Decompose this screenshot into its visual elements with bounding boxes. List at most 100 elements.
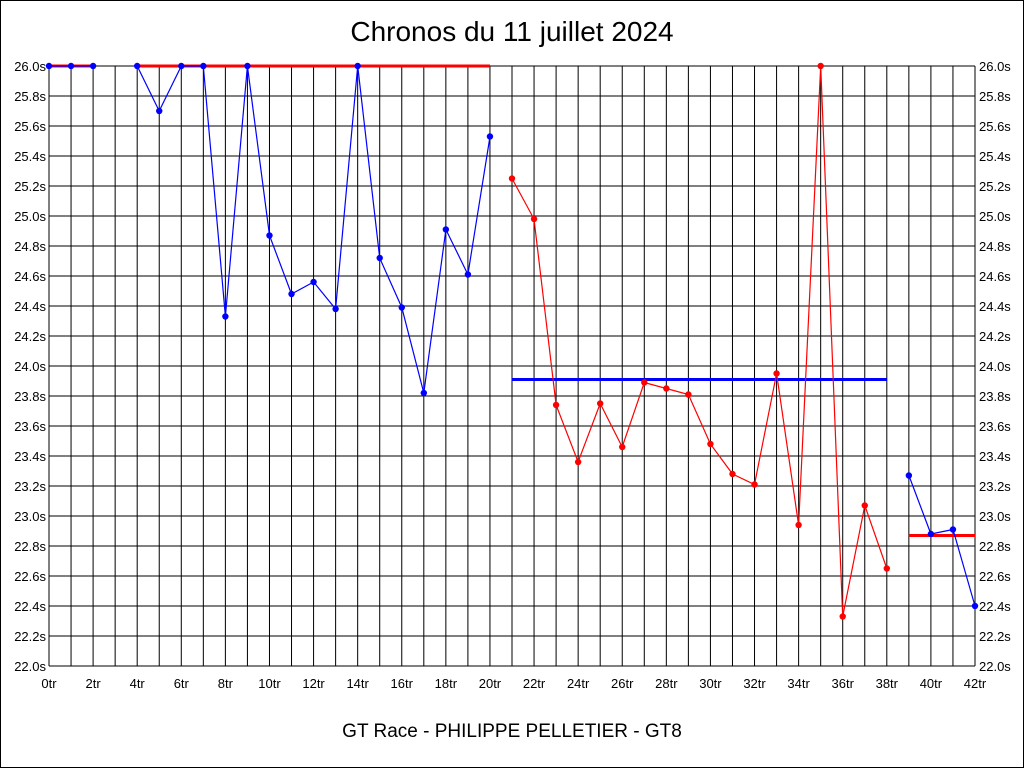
data-point xyxy=(927,530,935,538)
y-tick-label-left: 24.6s xyxy=(14,269,46,284)
y-tick-label-left: 23.4s xyxy=(14,449,46,464)
data-point xyxy=(905,472,913,479)
y-tick-label-right: 23.8s xyxy=(979,389,1011,404)
x-tick-label: 22tr xyxy=(523,676,546,691)
data-point xyxy=(552,401,560,409)
data-point xyxy=(244,62,251,70)
series-line xyxy=(908,475,976,607)
data-point xyxy=(729,470,736,478)
x-tick-label: 20tr xyxy=(479,676,502,691)
data-point xyxy=(45,62,53,70)
y-tick-label-right: 22.2s xyxy=(979,629,1011,644)
data-point xyxy=(751,481,758,488)
data-point xyxy=(266,232,273,239)
data-point xyxy=(619,443,626,451)
data-point xyxy=(376,254,383,262)
series-3 xyxy=(508,62,891,620)
y-tick-label-right: 25.6s xyxy=(979,119,1011,134)
x-tick-label: 10tr xyxy=(258,676,281,691)
y-tick-label-right: 24.8s xyxy=(979,239,1011,254)
data-point xyxy=(310,278,317,286)
y-tick-label-right: 24.6s xyxy=(979,269,1011,284)
chart-footer: GT Race - PHILIPPE PELLETIER - GT8 xyxy=(342,721,682,742)
data-point xyxy=(596,400,604,407)
data-point xyxy=(685,391,692,398)
x-tick-label: 8tr xyxy=(218,676,234,691)
y-tick-label-left: 22.2s xyxy=(14,629,46,644)
data-point xyxy=(89,62,97,70)
y-tick-label-right: 22.4s xyxy=(979,599,1011,614)
y-tick-label-right: 23.0s xyxy=(979,509,1011,524)
data-point xyxy=(486,133,494,140)
y-tick-label-right: 24.4s xyxy=(979,299,1011,314)
data-point xyxy=(332,305,339,313)
y-tick-label-left: 25.4s xyxy=(14,149,46,164)
x-tick-label: 16tr xyxy=(391,676,414,691)
x-tick-label: 38tr xyxy=(876,676,899,691)
data-point xyxy=(817,62,824,70)
y-tick-label-right: 23.6s xyxy=(979,419,1011,434)
data-point xyxy=(222,313,229,320)
x-tick-label: 0tr xyxy=(41,676,57,691)
y-tick-label-left: 23.6s xyxy=(14,419,46,434)
y-tick-label-left: 26.0s xyxy=(14,59,46,74)
x-tick-label: 12tr xyxy=(302,676,325,691)
x-tick-label: 34tr xyxy=(787,676,810,691)
data-point xyxy=(839,613,846,620)
x-tick-label: 30tr xyxy=(699,676,722,691)
data-point xyxy=(398,304,405,311)
x-tick-label: 36tr xyxy=(832,676,855,691)
y-tick-label-left: 22.8s xyxy=(14,539,46,554)
x-tick-label: 40tr xyxy=(920,676,943,691)
y-tick-label-right: 25.2s xyxy=(979,179,1011,194)
x-tick-label: 32tr xyxy=(743,676,766,691)
x-tick-label: 24tr xyxy=(567,676,590,691)
y-tick-label-left: 25.8s xyxy=(14,89,46,104)
x-tick-label: 42tr xyxy=(964,676,987,691)
y-tick-label-left: 22.4s xyxy=(14,599,46,614)
data-point xyxy=(574,458,582,466)
x-tick-label: 14tr xyxy=(346,676,369,691)
y-tick-label-left: 24.8s xyxy=(14,239,46,254)
y-tick-label-right: 22.6s xyxy=(979,569,1011,584)
y-tick-label-right: 22.0s xyxy=(979,659,1011,674)
y-tick-label-right: 23.4s xyxy=(979,449,1011,464)
y-tick-label-left: 23.2s xyxy=(14,479,46,494)
data-point xyxy=(200,62,207,70)
y-tick-label-right: 23.2s xyxy=(979,479,1011,494)
data-point xyxy=(133,62,141,70)
data-point xyxy=(773,370,780,377)
y-tick-label-left: 25.2s xyxy=(14,179,46,194)
y-tick-label-right: 24.2s xyxy=(979,329,1011,344)
y-tick-label-right: 26.0s xyxy=(979,59,1011,74)
y-tick-label-left: 23.0s xyxy=(14,509,46,524)
y-tick-label-left: 24.0s xyxy=(14,359,46,374)
data-point xyxy=(288,290,295,298)
grid xyxy=(48,65,976,667)
y-tick-label-left: 22.6s xyxy=(14,569,46,584)
data-point xyxy=(464,271,472,278)
data-point xyxy=(156,107,163,115)
tick-labels: 0tr 2tr 4tr 6tr 8tr 10tr 12tr 14tr 16tr 18tr 20tr 2… xyxy=(14,59,1011,691)
series-4 xyxy=(905,472,979,610)
data-point xyxy=(508,175,516,182)
y-tick-label-right: 24.0s xyxy=(979,359,1011,374)
data-point xyxy=(861,502,868,509)
data-point xyxy=(795,521,802,529)
series-1 xyxy=(45,62,97,70)
data-point xyxy=(67,62,75,70)
y-tick-label-left: 23.8s xyxy=(14,389,46,404)
data-point xyxy=(641,379,648,386)
x-tick-label: 6tr xyxy=(174,676,190,691)
series-line xyxy=(511,65,888,617)
data-point xyxy=(707,440,714,448)
y-tick-label-left: 22.0s xyxy=(14,659,46,674)
y-tick-label-left: 25.0s xyxy=(14,209,46,224)
y-tick-label-right: 25.0s xyxy=(979,209,1011,224)
data-point xyxy=(420,389,428,397)
data-point xyxy=(883,565,891,572)
data-point xyxy=(530,215,538,223)
series-layer xyxy=(45,62,979,620)
y-tick-label-right: 25.8s xyxy=(979,89,1011,104)
